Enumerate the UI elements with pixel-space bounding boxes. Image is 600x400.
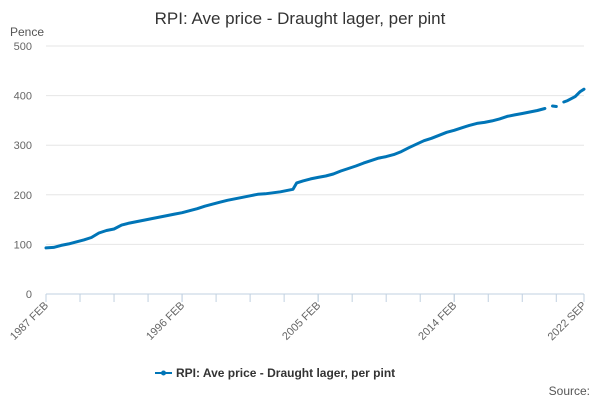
legend-label: RPI: Ave price - Draught lager, per pint [176, 366, 395, 380]
x-tick-label: 2014 FEB [416, 300, 459, 343]
legend[interactable]: RPI: Ave price - Draught lager, per pint [155, 366, 395, 380]
y-tick-label: 400 [14, 91, 32, 103]
y-axis-ticks: 0 100 200 300 400 500 [14, 41, 32, 301]
source-label[interactable]: Source: [549, 384, 590, 398]
y-tick-label: 200 [14, 190, 32, 202]
y-tick-label: 300 [14, 140, 32, 152]
x-tick-label: 2022 SEP [546, 300, 590, 344]
y-axis-label: Pence [10, 25, 44, 39]
x-tick-label: 2005 FEB [280, 300, 323, 343]
x-axis-ticks: 1987 FEB 1996 FEB 2005 FEB 2014 FEB 2022 SEP [8, 300, 589, 344]
x-tick-label: 1987 FEB [8, 300, 51, 343]
y-tick-label: 0 [26, 289, 32, 301]
x-axis [45, 293, 585, 302]
series-line[interactable] [562, 87, 586, 104]
series-line[interactable] [44, 107, 547, 250]
y-tick-label: 100 [14, 239, 32, 251]
series-line[interactable] [551, 104, 558, 108]
legend-marker [161, 370, 166, 376]
gridlines [46, 45, 584, 245]
series-layer [44, 87, 586, 250]
x-tick-label: 1996 FEB [144, 300, 187, 343]
chart-title: RPI: Ave price - Draught lager, per pint [155, 9, 446, 28]
y-tick-label: 500 [14, 41, 32, 53]
